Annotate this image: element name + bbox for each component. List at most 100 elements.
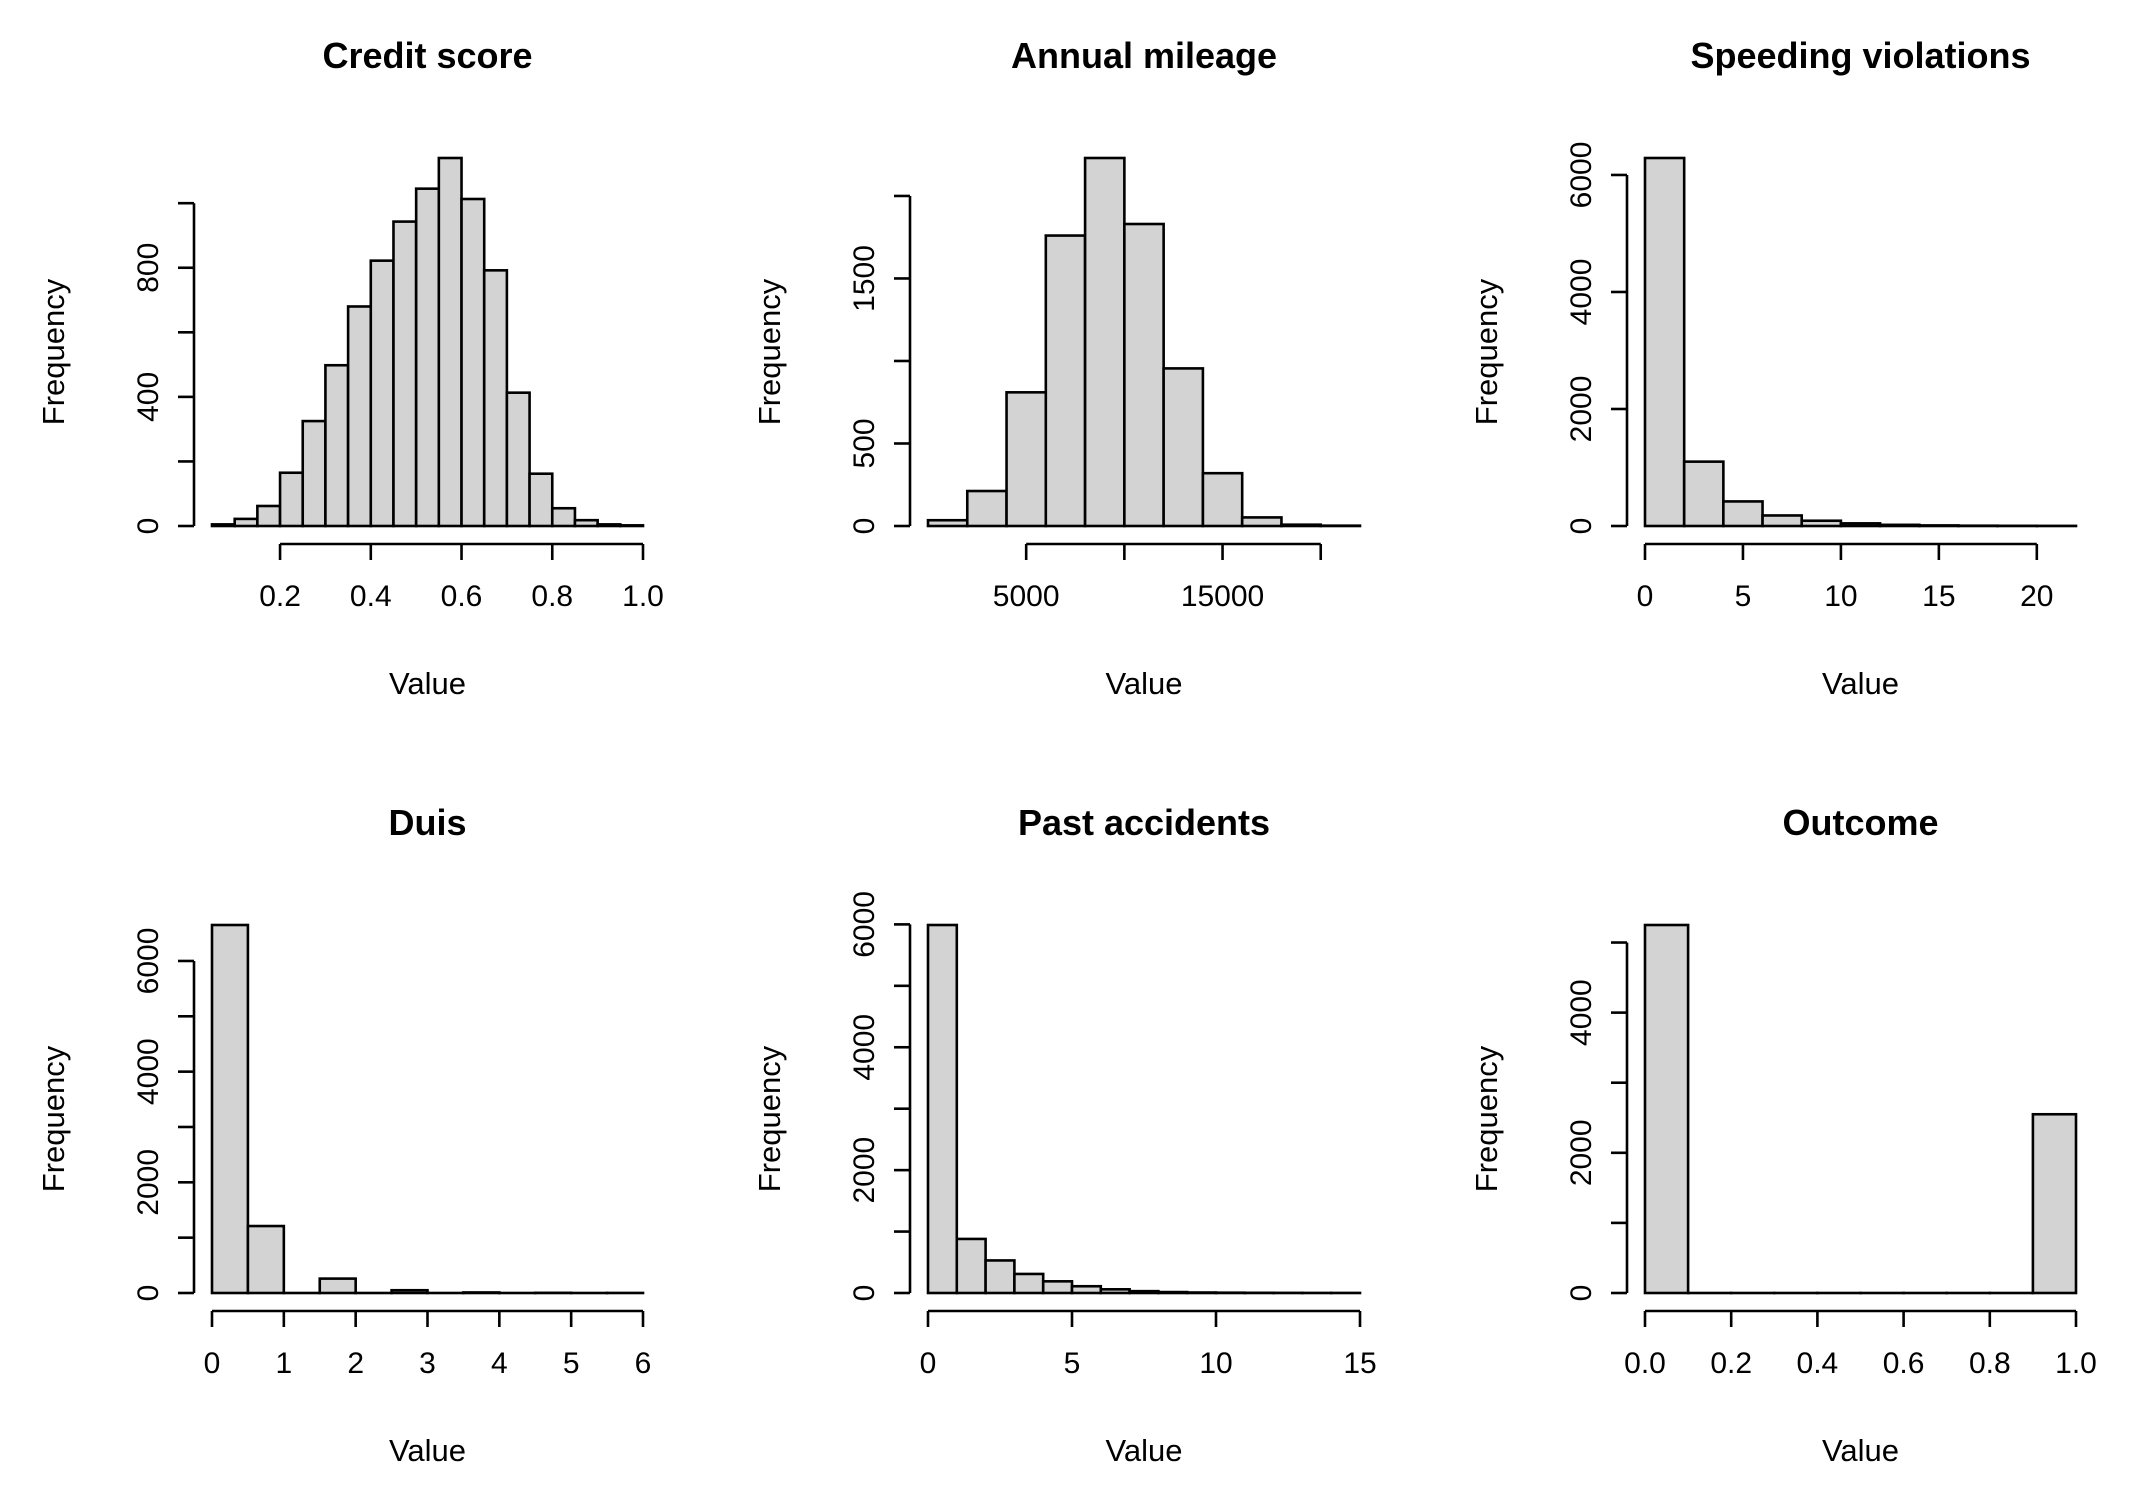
outcome-x-tick-label: 0.8: [1969, 1347, 2011, 1380]
speeding-violations-y-tick-label: 4000: [1565, 259, 1598, 326]
duis-bar: [462, 1291, 501, 1295]
past-accidents-bar: [1157, 1290, 1189, 1295]
credit-score-bar: [256, 504, 282, 528]
credit-score-bar: [301, 419, 327, 528]
speeding-violations-bar: [1878, 523, 1921, 528]
outcome-x-tick-label: 1.0: [2055, 1347, 2097, 1380]
outcome-x-tick-label: 0.2: [1710, 1347, 1752, 1380]
past-accidents-x-label: Value: [1106, 1433, 1183, 1468]
credit-score-y-tick-label: 400: [132, 372, 165, 422]
credit-score-bar: [596, 523, 622, 528]
past-accidents-y-tick-label: 0: [848, 1285, 881, 1302]
outcome-y-tick-label: 0: [1565, 1285, 1598, 1302]
annual-mileage-x-tick-label: 15000: [1181, 580, 1264, 613]
outcome-x-tick-label: 0.4: [1797, 1347, 1839, 1380]
past-accidents-x-tick-label: 0: [920, 1347, 937, 1380]
outcome-x-tick-label: 0.6: [1883, 1347, 1925, 1380]
speeding-violations-x-tick-label: 10: [1824, 580, 1857, 613]
speeding-violations-bar: [1643, 156, 1686, 528]
credit-score-bar: [505, 391, 531, 528]
duis-histogram: Duis 0 1 2 3 4 5 6 Value 0 2000 4000 6000 Frequency: [36, 802, 651, 1468]
credit-score-bar: [233, 517, 259, 528]
past-accidents-bar: [1013, 1272, 1045, 1295]
duis-x-tick-label: 5: [563, 1347, 580, 1380]
duis-y-tick-label: 6000: [132, 928, 165, 995]
annual-mileage-bar: [965, 489, 1008, 528]
past-accidents-bar: [1128, 1289, 1160, 1295]
outcome-x-label: Value: [1822, 1433, 1899, 1468]
duis-x-tick-label: 0: [204, 1347, 221, 1380]
duis-y-tick-label: 2000: [132, 1149, 165, 1216]
outcome-y-tick-label: 2000: [1565, 1119, 1598, 1186]
credit-score-bar: [346, 305, 373, 528]
annual-mileage-bar: [1005, 391, 1048, 528]
credit-score-x-label: Value: [389, 666, 466, 701]
speeding-violations-x-tick-label: 0: [1637, 580, 1654, 613]
credit-score-bar: [414, 187, 441, 528]
annual-mileage-y-label: Frequency: [752, 278, 787, 425]
speeding-violations-y-label: Frequency: [1469, 278, 1504, 425]
past-accidents-y-tick-label: 6000: [848, 891, 881, 958]
past-accidents-y-tick-label: 2000: [848, 1137, 881, 1204]
credit-score-y-label: Frequency: [36, 278, 71, 425]
speeding-violations-bar: [1682, 460, 1725, 528]
annual-mileage-y-tick-label: 0: [848, 518, 881, 535]
annual-mileage-y-tick-label: 500: [848, 418, 881, 468]
credit-score-bar: [437, 156, 463, 528]
speeding-violations-bar: [1761, 514, 1804, 528]
speeding-violations-bar: [1800, 519, 1843, 528]
past-accidents-bar: [955, 1237, 987, 1295]
credit-score-bar: [369, 259, 395, 528]
past-accidents-x-tick-label: 5: [1064, 1347, 1081, 1380]
duis-x-tick-label: 4: [491, 1347, 508, 1380]
outcome-y-label: Frequency: [1469, 1045, 1504, 1192]
speeding-violations-y-tick-label: 6000: [1565, 142, 1598, 209]
annual-mileage-x-tick-label: 5000: [993, 580, 1060, 613]
duis-x-tick-label: 1: [275, 1347, 292, 1380]
outcome-x-tick-label: 0.0: [1624, 1347, 1666, 1380]
speeding-violations-title: Speeding violations: [1690, 35, 2030, 76]
speeding-violations-bar: [1839, 522, 1882, 528]
speeding-violations-x-tick-label: 15: [1922, 580, 1955, 613]
credit-score-bar: [392, 220, 418, 528]
speeding-violations-y-tick-label: 2000: [1565, 376, 1598, 443]
outcome-bar: [2031, 1112, 2078, 1295]
past-accidents-x-tick-label: 10: [1199, 1347, 1232, 1380]
past-accidents-bar: [984, 1259, 1016, 1295]
past-accidents-y-label: Frequency: [752, 1045, 787, 1192]
outcome-y-tick-label: 4000: [1565, 979, 1598, 1046]
outcome-histogram: Outcome 0.0 0.2 0.4 0.6 0.8 1.0 Value 0 2000 4000 F…: [1469, 802, 2097, 1468]
annual-mileage-bar: [1044, 234, 1087, 528]
duis-x-tick-label: 3: [419, 1347, 436, 1380]
annual-mileage-histogram: Annual mileage 5000 15000 Value 0 500 1500 Freq…: [752, 35, 1362, 701]
credit-score-bar: [278, 471, 305, 528]
credit-score-bar: [324, 363, 350, 528]
annual-mileage-bar: [1240, 516, 1283, 528]
duis-y-label: Frequency: [36, 1045, 71, 1192]
annual-mileage-bar: [1280, 523, 1323, 528]
past-accidents-bar: [1099, 1288, 1131, 1295]
past-accidents-histogram: Past accidents 0 5 10 15 Value 0 2000 4000 6000 Fr…: [752, 802, 1377, 1468]
outcome-bar: [1643, 923, 1690, 1295]
past-accidents-x-tick-label: 15: [1343, 1347, 1376, 1380]
annual-mileage-x-label: Value: [1106, 666, 1183, 701]
duis-y-tick-label: 0: [132, 1285, 165, 1302]
credit-score-title: Credit score: [322, 35, 532, 76]
credit-score-bar: [528, 472, 554, 528]
credit-score-y-tick-label: 0: [132, 518, 165, 535]
annual-mileage-bar: [1083, 156, 1126, 528]
credit-score-x-tick-label: 0.6: [441, 580, 483, 613]
annual-mileage-y-tick-label: 1500: [848, 245, 881, 312]
credit-score-x-tick-label: 1.0: [622, 580, 664, 613]
speeding-violations-bar: [1917, 524, 1960, 528]
speeding-violations-histogram: Speeding violations 0 5 10 15 20 Value 0 2000 400…: [1469, 35, 2078, 701]
credit-score-x-tick-label: 0.8: [531, 580, 573, 613]
speeding-violations-x-tick-label: 20: [2020, 580, 2053, 613]
duis-x-tick-label: 2: [347, 1347, 364, 1380]
duis-title: Duis: [388, 802, 466, 843]
speeding-violations-bar: [1722, 500, 1764, 528]
duis-x-label: Value: [389, 1433, 466, 1468]
past-accidents-bar: [1041, 1280, 1074, 1295]
duis-bar: [246, 1224, 286, 1295]
